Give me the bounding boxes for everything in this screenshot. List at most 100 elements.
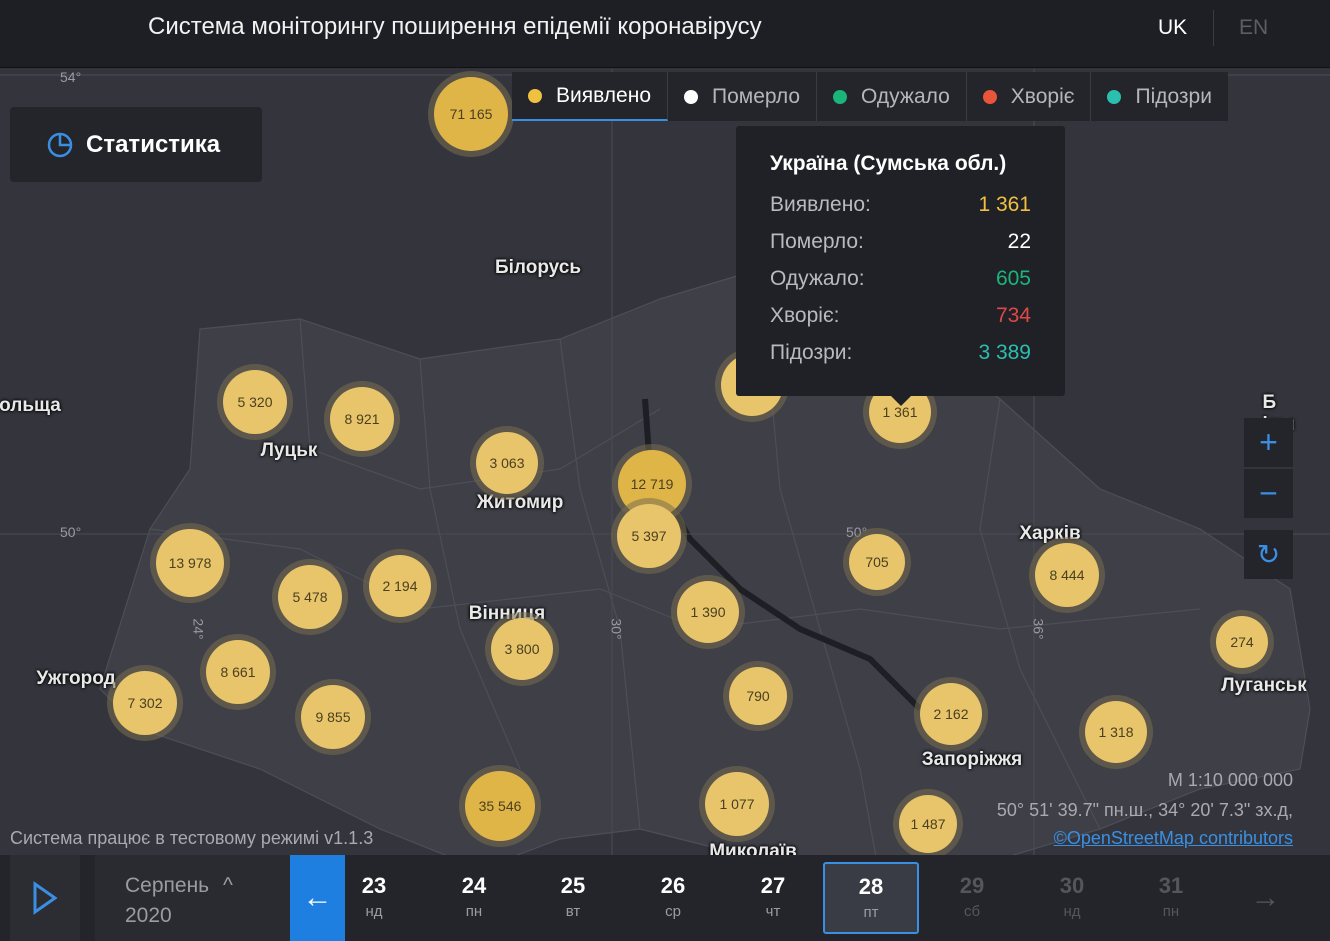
tooltip-title: Україна (Сумська обл.)	[770, 152, 1007, 175]
row-label: Виявлено:	[770, 192, 871, 216]
cluster-marker[interactable]: 1 390	[677, 581, 739, 643]
cluster-marker[interactable]: 8 921	[330, 387, 394, 451]
arrow-left-icon: ←	[302, 881, 333, 914]
cluster-marker[interactable]: 790	[729, 667, 787, 725]
weekday: чт	[765, 903, 781, 920]
pie-chart-icon	[47, 132, 73, 157]
country-label: ольща	[0, 395, 61, 416]
tab-recovered[interactable]: Одужало	[817, 72, 967, 121]
day-23[interactable]: 23 нд	[326, 855, 422, 941]
next-button[interactable]: →	[1238, 855, 1293, 941]
cluster-marker[interactable]: 71 165	[434, 77, 508, 151]
row-value: 1 361	[978, 192, 1031, 216]
cluster-marker[interactable]: 2 162	[920, 683, 982, 745]
refresh-icon: ↻	[1256, 539, 1281, 570]
country-label: Білорусь	[494, 257, 582, 278]
day-number: 31	[1158, 873, 1184, 898]
lang-uk[interactable]: UK	[1158, 16, 1188, 39]
region-tooltip: Україна (Сумська обл.) Виявлено: 1 361 По…	[736, 126, 1065, 406]
weekday: вт	[565, 903, 581, 920]
cluster-marker[interactable]: 1 318	[1085, 701, 1147, 763]
tab-label: Виявлено	[556, 83, 651, 107]
city-label: Житомир	[476, 492, 564, 513]
dot-icon	[833, 89, 848, 104]
tab-suspected[interactable]: Підозри	[1091, 72, 1228, 121]
zoom-out-button[interactable]: −	[1244, 469, 1293, 518]
cluster-marker[interactable]: 7 302	[113, 671, 177, 735]
day-number: 27	[760, 873, 786, 898]
cluster-marker[interactable]: 35 546	[465, 771, 535, 841]
year-label: 2020	[125, 904, 172, 927]
tab-detected[interactable]: Виявлено	[512, 72, 668, 121]
cluster-marker[interactable]: 8 444	[1035, 543, 1099, 607]
grid-label: 24°	[190, 618, 207, 640]
grid-label: 50°	[846, 524, 868, 540]
tab-sick[interactable]: Хворіє	[967, 72, 1092, 121]
grid-label: 50°	[60, 524, 82, 540]
map-regions	[0, 69, 1330, 941]
cluster-marker[interactable]: 3 800	[491, 618, 553, 680]
lang-en[interactable]: EN	[1239, 16, 1269, 39]
dot-icon	[528, 88, 542, 103]
dot-icon	[684, 89, 698, 104]
day-27[interactable]: 27 чт	[725, 855, 821, 941]
test-mode-note: Система працює в тестовому режимі v1.1.3	[10, 828, 374, 848]
day-24[interactable]: 24 пн	[426, 855, 522, 941]
cluster-marker[interactable]: 5 320	[223, 370, 287, 434]
city-label: Запоріжжя	[921, 749, 1023, 770]
tab-label: Одужало	[861, 84, 950, 108]
cluster-marker[interactable]: 1 487	[899, 795, 957, 853]
plus-icon: +	[1259, 424, 1278, 460]
statistics-button[interactable]: Статистика	[10, 107, 262, 182]
tooltip-row: Одужало: 605	[770, 260, 1031, 297]
row-value: 3 389	[978, 340, 1031, 364]
cluster-marker[interactable]: 9 855	[301, 685, 365, 749]
weekday: нд	[365, 903, 383, 920]
tooltip-row: Виявлено: 1 361	[770, 186, 1031, 223]
prev-button[interactable]: ←	[290, 855, 345, 941]
dot-icon	[982, 89, 997, 104]
city-label: Луцьк	[260, 440, 318, 461]
tooltip-row: Хворіє: 734	[770, 297, 1031, 334]
weekday: пн	[465, 903, 483, 920]
day-25[interactable]: 25 вт	[525, 855, 621, 941]
tab-died[interactable]: Померло	[668, 72, 818, 121]
zoom-in-button[interactable]: +	[1244, 418, 1293, 467]
cluster-marker[interactable]: 705	[849, 534, 905, 590]
map[interactable]: 54° 50° 50° 24° 30° 36°	[0, 69, 1330, 941]
row-value: 734	[995, 303, 1031, 327]
cluster-marker[interactable]: 5 478	[278, 565, 342, 629]
city-label: Ужгород	[36, 668, 116, 689]
osm-attribution-link[interactable]: ©OpenStreetMap contributors	[1053, 828, 1293, 848]
header: Система моніторингу поширення епідемії к…	[0, 0, 1330, 68]
tooltip-row: Померло: 22	[770, 223, 1031, 260]
cluster-marker[interactable]: 3 063	[476, 432, 538, 494]
day-26[interactable]: 26 ср	[625, 855, 721, 941]
day-number: 26	[660, 873, 686, 898]
reset-button[interactable]: ↻	[1244, 530, 1293, 579]
divider	[1213, 10, 1214, 46]
timeline: Серпень ^ 2020 ← 23 нд 24 пн 25 вт 26 ср 27 чт…	[0, 855, 1330, 941]
cluster-marker[interactable]: 13 978	[156, 529, 224, 597]
cluster-marker[interactable]: 274	[1216, 616, 1268, 668]
page-title: Система моніторингу поширення епідемії к…	[148, 13, 762, 40]
month-selector[interactable]: Серпень ^ 2020	[95, 855, 290, 941]
arrow-right-icon: →	[1250, 881, 1281, 914]
play-button[interactable]	[10, 855, 80, 941]
city-label: Луганськ	[1221, 675, 1307, 696]
weekday: ср	[665, 903, 681, 920]
metric-tabs: Виявлено Померло Одужало Хворіє Підозри	[512, 72, 1228, 121]
day-number: 30	[1059, 873, 1085, 898]
day-number: 23	[361, 873, 387, 898]
day-29: 29 сб	[924, 855, 1020, 941]
minus-icon: −	[1259, 475, 1278, 511]
cluster-marker[interactable]: 2 194	[369, 555, 431, 617]
row-label: Підозри:	[770, 340, 853, 364]
cluster-marker[interactable]: 8 661	[206, 640, 270, 704]
cluster-marker[interactable]: 1 077	[705, 772, 769, 836]
day-28-selected[interactable]: 28 пт	[823, 862, 919, 934]
day-number: 28	[858, 874, 884, 899]
weekday: сб	[963, 903, 981, 920]
row-value: 22	[1007, 229, 1031, 253]
cluster-marker[interactable]: 5 397	[617, 504, 681, 568]
